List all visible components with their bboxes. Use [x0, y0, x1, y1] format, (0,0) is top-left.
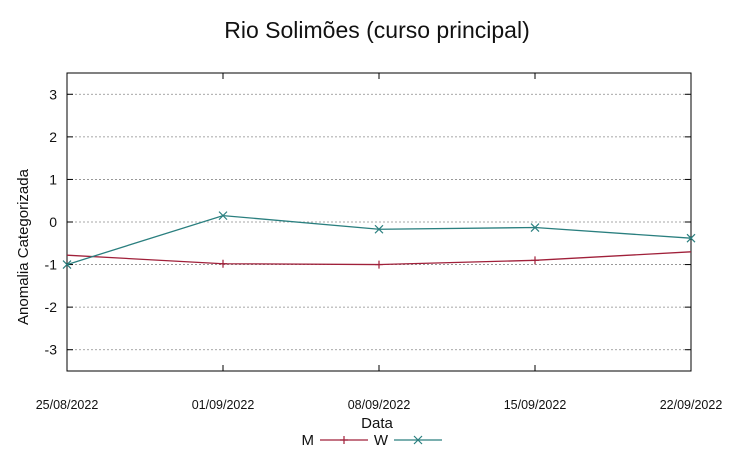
y-tick-label: 0	[49, 214, 57, 230]
y-tick-label: -2	[45, 299, 58, 315]
data-point-W	[374, 224, 384, 234]
y-tick-label: 1	[49, 171, 57, 187]
x-tick-label: 15/09/2022	[504, 398, 567, 412]
x-tick-label: 25/08/2022	[36, 398, 99, 412]
y-tick-label: 2	[49, 129, 57, 145]
data-point-M	[375, 260, 383, 269]
data-point-M	[531, 256, 539, 265]
x-tick-label: 22/09/2022	[660, 398, 723, 412]
chart-title: Rio Solimões (curso principal)	[224, 17, 530, 43]
x-tick-label: 08/09/2022	[348, 398, 411, 412]
y-tick-label: -3	[45, 342, 58, 358]
legend-marker-W	[413, 435, 423, 445]
series-W	[62, 211, 696, 269]
x-axis: 25/08/2022 01/09/2022 08/09/2022 15/09/2022…	[36, 73, 723, 412]
y-tick-label: 3	[49, 86, 57, 102]
data-point-W	[62, 260, 72, 269]
data-point-W	[530, 223, 540, 232]
x-axis-label: Data	[361, 415, 393, 432]
y-tick-label: -1	[45, 257, 58, 273]
x-tick-label: 01/09/2022	[192, 398, 255, 412]
data-point-M	[219, 259, 227, 268]
y-axis: 3 2 1 0 -1 -2 -3	[45, 86, 691, 358]
legend-label-M: M	[302, 432, 315, 449]
grid	[67, 93, 691, 351]
legend-label-W: W	[374, 432, 389, 449]
data-point-W	[218, 211, 228, 221]
data-point-W	[686, 233, 696, 243]
series-M	[66, 251, 692, 269]
legend-marker-M	[340, 436, 348, 444]
series	[62, 211, 696, 269]
y-axis-label: Anomalia Categorizada	[15, 168, 32, 325]
